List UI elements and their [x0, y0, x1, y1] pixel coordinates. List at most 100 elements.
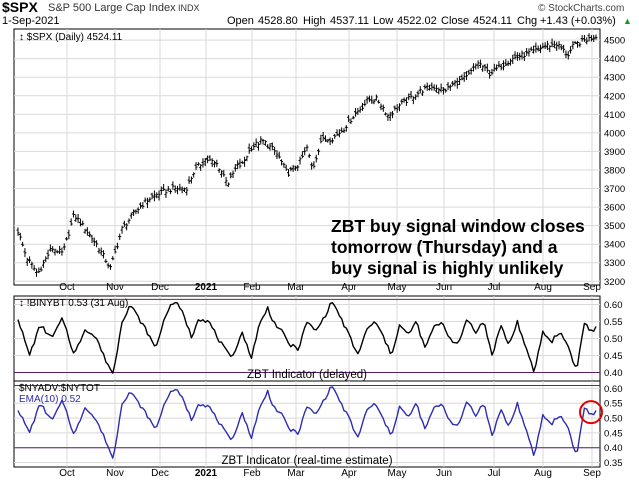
price-bar [65, 236, 69, 241]
price-bar [25, 257, 29, 266]
price-bar [122, 220, 126, 228]
price-tick-label: 4200 [604, 91, 625, 102]
price-tick-label: 3300 [604, 258, 625, 269]
x-axis: Oct Oct Nov Nov Dec Dec 2021 2021 Feb Feb Mar Mar Ap… [59, 282, 601, 479]
zbt-realtime-panel: 0.35 0.40 0.45 0.50 0.55 0.60 $NYADV:$NYTOTEMA… [13, 380, 623, 469]
price-bar [333, 133, 337, 139]
price-bar [532, 45, 536, 54]
price-bar [548, 45, 552, 53]
price-bar [545, 40, 549, 50]
indicator-tick-label: 0.50 [604, 414, 623, 425]
price-bar [557, 41, 561, 50]
price-tick-label: 3900 [604, 147, 625, 158]
price-tick-label: 4300 [604, 73, 625, 84]
price-bar [335, 129, 339, 136]
price-bar [321, 132, 325, 142]
price-bar [157, 190, 161, 201]
high-label: High [303, 15, 326, 27]
price-bar [187, 176, 191, 184]
price-bar [284, 164, 288, 171]
price-bar [370, 95, 374, 104]
price-bar [448, 84, 452, 91]
stockcharts-brand: © StockCharts.com [538, 3, 625, 14]
price-bar [277, 151, 281, 159]
price-bar [169, 189, 173, 195]
price-bar [291, 164, 295, 172]
price-bar [254, 138, 258, 148]
price-bar [289, 166, 293, 172]
price-bar [363, 99, 367, 107]
price-bar [46, 249, 50, 260]
price-bar [270, 142, 274, 151]
price-bar [250, 146, 254, 152]
price-bar [185, 186, 189, 196]
price-tick-label: 4100 [604, 110, 625, 121]
price-bar [349, 118, 353, 125]
price-bar [48, 244, 52, 252]
price-bar [74, 214, 78, 222]
price-bar [162, 183, 166, 192]
panel-frame [13, 28, 601, 286]
price-bar [85, 227, 89, 236]
price-bar [467, 69, 471, 76]
month-label: May [388, 468, 407, 479]
price-bar [210, 158, 214, 168]
price-bar [71, 210, 75, 218]
price-bar [81, 220, 85, 226]
price-bar [293, 165, 297, 171]
price-bar [344, 124, 348, 132]
price-bar [539, 44, 543, 54]
month-label: 2021 [195, 282, 218, 293]
price-bar [252, 142, 256, 151]
price-bar [238, 158, 242, 169]
price-bar [569, 46, 573, 54]
price-bar [256, 142, 260, 151]
month-label: Apr [341, 282, 357, 293]
month-label: Aug [534, 468, 552, 479]
price-bar [83, 228, 87, 234]
price-bar [118, 233, 122, 241]
price-bar [552, 40, 556, 49]
indicator-line [17, 301, 597, 374]
price-bar [287, 169, 291, 177]
price-bar [99, 247, 103, 256]
symbol: $SPX [2, 0, 38, 15]
price-bar [504, 59, 508, 67]
price-bar [444, 88, 448, 93]
price-bar [326, 139, 330, 143]
month-label: Nov [106, 468, 124, 479]
price-bar [226, 182, 230, 187]
price-tick-label: 3600 [604, 203, 625, 214]
price-panel: 3200 3300 3400 3500 3600 3700 3800 3900 4000 4100… [13, 28, 625, 288]
quote-date: 1-Sep-2021 [2, 15, 60, 27]
price-bar [247, 143, 251, 154]
price-bar [145, 197, 149, 209]
close-value: 4524.11 [473, 15, 512, 27]
price-bar [437, 87, 441, 95]
price-bar [347, 115, 351, 123]
price-bar [41, 259, 45, 268]
price-bar [483, 64, 487, 72]
price-bar [76, 214, 80, 224]
open-value: 4528.80 [258, 15, 298, 27]
price-bar [432, 84, 436, 91]
price-tick-label: 3800 [604, 165, 625, 176]
price-bar [421, 90, 425, 96]
price-bar [451, 80, 455, 87]
price-tick-label: 3200 [604, 277, 625, 288]
price-bar [462, 72, 466, 82]
price-bar [337, 129, 341, 138]
price-bar [578, 42, 582, 48]
month-label: Feb [243, 282, 261, 293]
price-bar [219, 170, 223, 178]
price-bar [280, 159, 284, 166]
price-bar [358, 106, 362, 113]
month-label: 2021 [195, 468, 218, 479]
zbt-delayed-panel: 0.40 0.45 0.50 0.55 0.60 ↕ !BINYBT 0.53 (31 A… [13, 295, 623, 382]
price-bar [423, 84, 427, 90]
annotation-line: ZBT buy signal window closes [331, 216, 585, 236]
chg-up-arrow-icon: ▲ [623, 16, 632, 26]
price-bar [381, 104, 385, 112]
price-legend: ↕ $SPX (Daily) 4524.11 [19, 32, 123, 43]
price-bar [402, 97, 406, 103]
